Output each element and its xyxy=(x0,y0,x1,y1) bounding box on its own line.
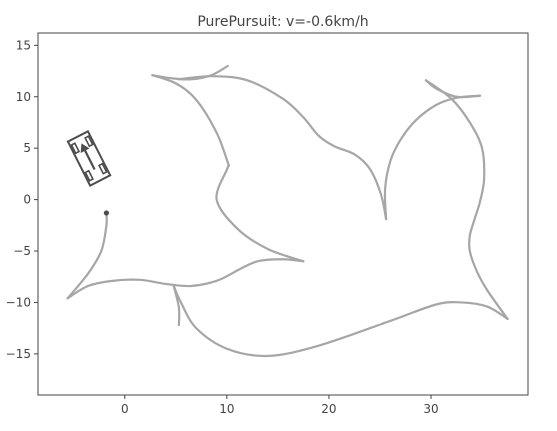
y-tick-label: −10 xyxy=(6,295,31,309)
path-segment-11 xyxy=(172,284,509,358)
x-axis-ticks: 0 10 20 30 xyxy=(121,395,439,416)
y-tick-label: 10 xyxy=(16,90,31,104)
x-tick-label: 20 xyxy=(321,402,336,416)
chart-title: PurePursuit: v=-0.6km/h xyxy=(197,14,368,30)
path-segment-8 xyxy=(383,94,482,221)
path-segment-5 xyxy=(151,74,230,167)
path-segment-12 xyxy=(172,284,181,327)
y-tick-label: −15 xyxy=(6,347,31,361)
path-segment-6 xyxy=(151,64,229,81)
y-tick-label: 0 xyxy=(23,193,31,207)
vehicle-heading-arrow-shaft xyxy=(82,146,96,170)
y-tick-label: −5 xyxy=(13,244,31,258)
path-segment-3 xyxy=(235,258,305,272)
x-tick-label: 10 xyxy=(219,402,234,416)
axes-frame xyxy=(37,32,529,396)
path-segment-7 xyxy=(177,75,388,221)
vehicle-wheel-front-right xyxy=(84,135,94,148)
x-tick-label: 30 xyxy=(423,402,438,416)
vehicle-wheel-front-left xyxy=(70,142,81,155)
x-tick-label: 0 xyxy=(121,402,129,416)
series-layer xyxy=(66,64,509,358)
vehicle-heading-arrow-head xyxy=(80,143,90,153)
path-segment-9 xyxy=(424,79,482,99)
path-segment-2 xyxy=(66,211,108,300)
path-segment-10 xyxy=(424,79,509,320)
vehicle xyxy=(66,129,112,187)
plot-area xyxy=(37,32,529,396)
current-position-marker xyxy=(103,210,109,216)
path-segment-1 xyxy=(66,269,239,300)
y-tick-label: 15 xyxy=(16,38,31,52)
vehicle-wheel-rear-right xyxy=(98,162,108,175)
vehicle-body xyxy=(66,129,112,187)
vehicle-wheel-rear-left xyxy=(84,169,94,182)
path-segment-4 xyxy=(215,164,305,263)
y-axis-ticks: −15 −10 −5 0 5 10 15 xyxy=(6,38,38,361)
y-tick-label: 5 xyxy=(23,141,31,155)
